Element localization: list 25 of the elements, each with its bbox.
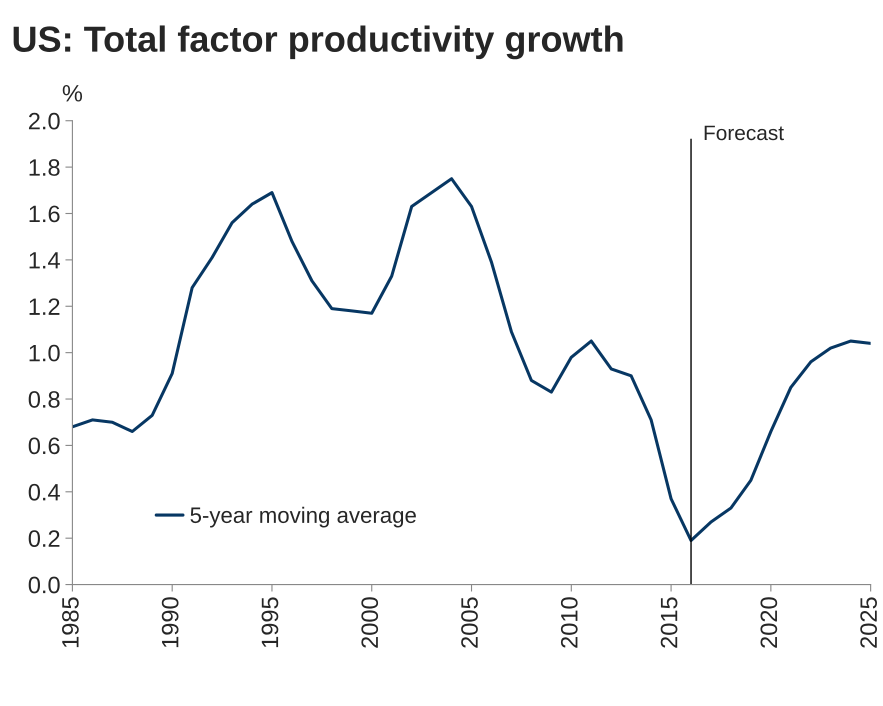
y-tick-label: 1.0 [30, 344, 60, 362]
x-tick-label: 2020 [760, 597, 778, 648]
x-tick-label: 2015 [660, 597, 678, 648]
y-tick-label: 0.6 [28, 437, 60, 454]
x-tick-label: 1990 [162, 597, 179, 648]
y-tick-label: 1.4 [30, 252, 60, 268]
y-tick-label: 0.0 [28, 576, 60, 594]
y-tick-label: 1.2 [30, 298, 60, 315]
x-tick-label: 1995 [262, 597, 278, 648]
line-series [72, 177, 871, 542]
x-tick-label: 2010 [560, 597, 578, 648]
x-tick-label: 2005 [461, 597, 478, 648]
x-tick-label: 2000 [361, 597, 378, 648]
y-tick-label: 1.6 [30, 206, 60, 222]
y-tick-label: 0.8 [28, 391, 60, 408]
x-tick-label: 2025 [860, 597, 877, 648]
chart-title: US: Total factor productivity growth [14, 25, 622, 60]
y-axis-title: % [62, 85, 82, 102]
y-tick-label: 1.8 [30, 159, 60, 176]
x-tick-label: 1985 [62, 597, 79, 648]
y-tick-label: 2.0 [28, 112, 60, 130]
y-tick-label: 0.4 [28, 484, 60, 501]
y-tick-label: 0.2 [28, 530, 60, 547]
ref-line-label: Forecast [704, 126, 784, 140]
legend-label: 5-year moving average [190, 506, 416, 528]
